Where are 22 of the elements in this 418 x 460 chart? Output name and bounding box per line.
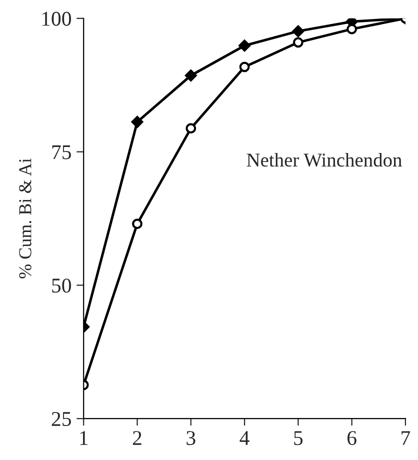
point: [186, 123, 196, 134]
x-tick-label: 4: [240, 431, 250, 445]
y-tick-label: 25: [52, 412, 71, 426]
point: [131, 116, 144, 128]
y-axis-title: % Cum. Bi & Ai: [19, 158, 32, 278]
y-tick-label: 50: [52, 278, 71, 293]
annotation: Nether Winchendon: [246, 152, 402, 167]
point: [346, 24, 358, 34]
x-tick-label: 6: [348, 431, 356, 446]
x-tick-label: 7: [402, 431, 410, 445]
point: [238, 40, 250, 52]
point: [132, 218, 142, 230]
y-tick-label: 75: [52, 145, 71, 160]
x-tick-label: 5: [294, 431, 303, 446]
point: [239, 62, 250, 72]
point: [292, 25, 304, 38]
x-tick-label: 1: [80, 431, 88, 445]
point: [184, 70, 197, 82]
x-tick-label: 2: [132, 431, 142, 445]
x-tick-label: 3: [186, 431, 196, 446]
y-tick-label: 100: [42, 12, 71, 26]
point: [292, 37, 304, 48]
